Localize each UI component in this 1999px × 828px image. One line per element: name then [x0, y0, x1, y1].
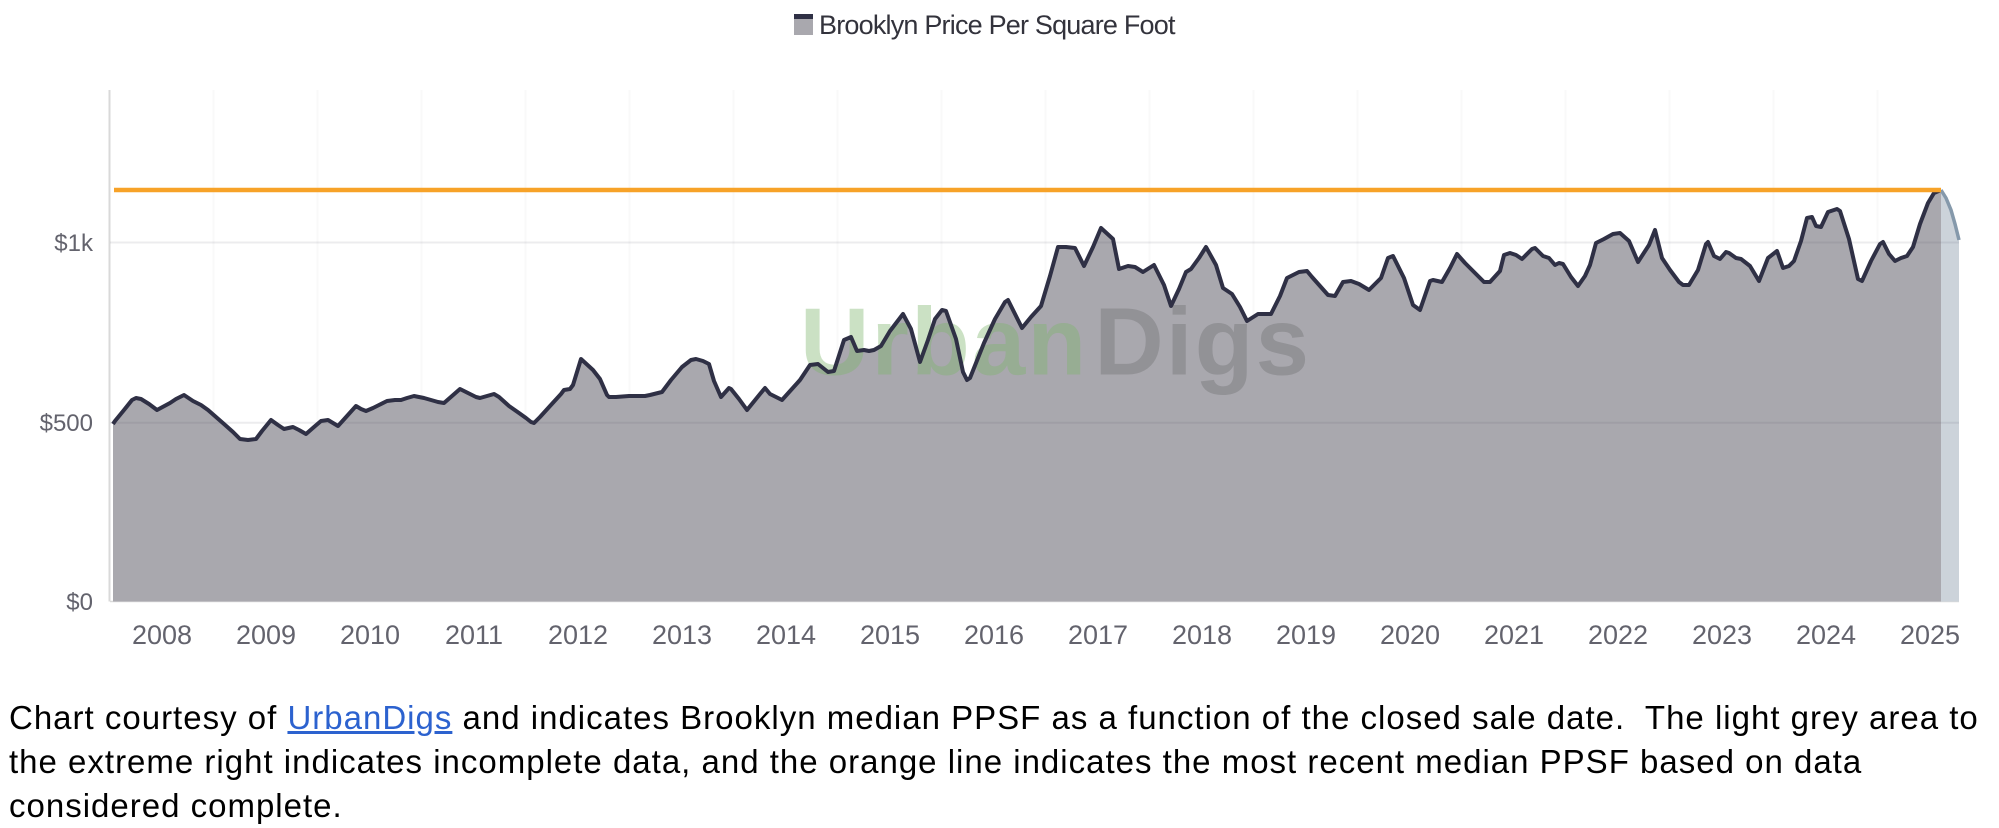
- svg-text:2013: 2013: [652, 620, 712, 650]
- svg-text:2024: 2024: [1796, 620, 1856, 650]
- svg-text:2016: 2016: [964, 620, 1024, 650]
- svg-text:2017: 2017: [1068, 620, 1128, 650]
- svg-text:2009: 2009: [236, 620, 296, 650]
- svg-text:Brooklyn Price Per Square Foot: Brooklyn Price Per Square Foot: [819, 10, 1176, 40]
- svg-text:2010: 2010: [340, 620, 400, 650]
- svg-text:$500: $500: [40, 410, 93, 437]
- svg-text:2023: 2023: [1692, 620, 1752, 650]
- svg-text:2015: 2015: [860, 620, 920, 650]
- svg-text:2008: 2008: [132, 620, 192, 650]
- svg-text:2025: 2025: [1900, 620, 1960, 650]
- svg-text:2014: 2014: [756, 620, 816, 650]
- svg-text:2021: 2021: [1484, 620, 1544, 650]
- svg-text:2022: 2022: [1588, 620, 1648, 650]
- svg-text:2019: 2019: [1276, 620, 1336, 650]
- svg-text:UrbanDigs: UrbanDigs: [800, 289, 1311, 396]
- svg-text:2011: 2011: [445, 620, 503, 650]
- svg-text:$1k: $1k: [54, 230, 94, 257]
- svg-text:2020: 2020: [1380, 620, 1440, 650]
- svg-text:2018: 2018: [1172, 620, 1232, 650]
- svg-text:$0: $0: [66, 589, 93, 616]
- svg-text:2012: 2012: [548, 620, 608, 650]
